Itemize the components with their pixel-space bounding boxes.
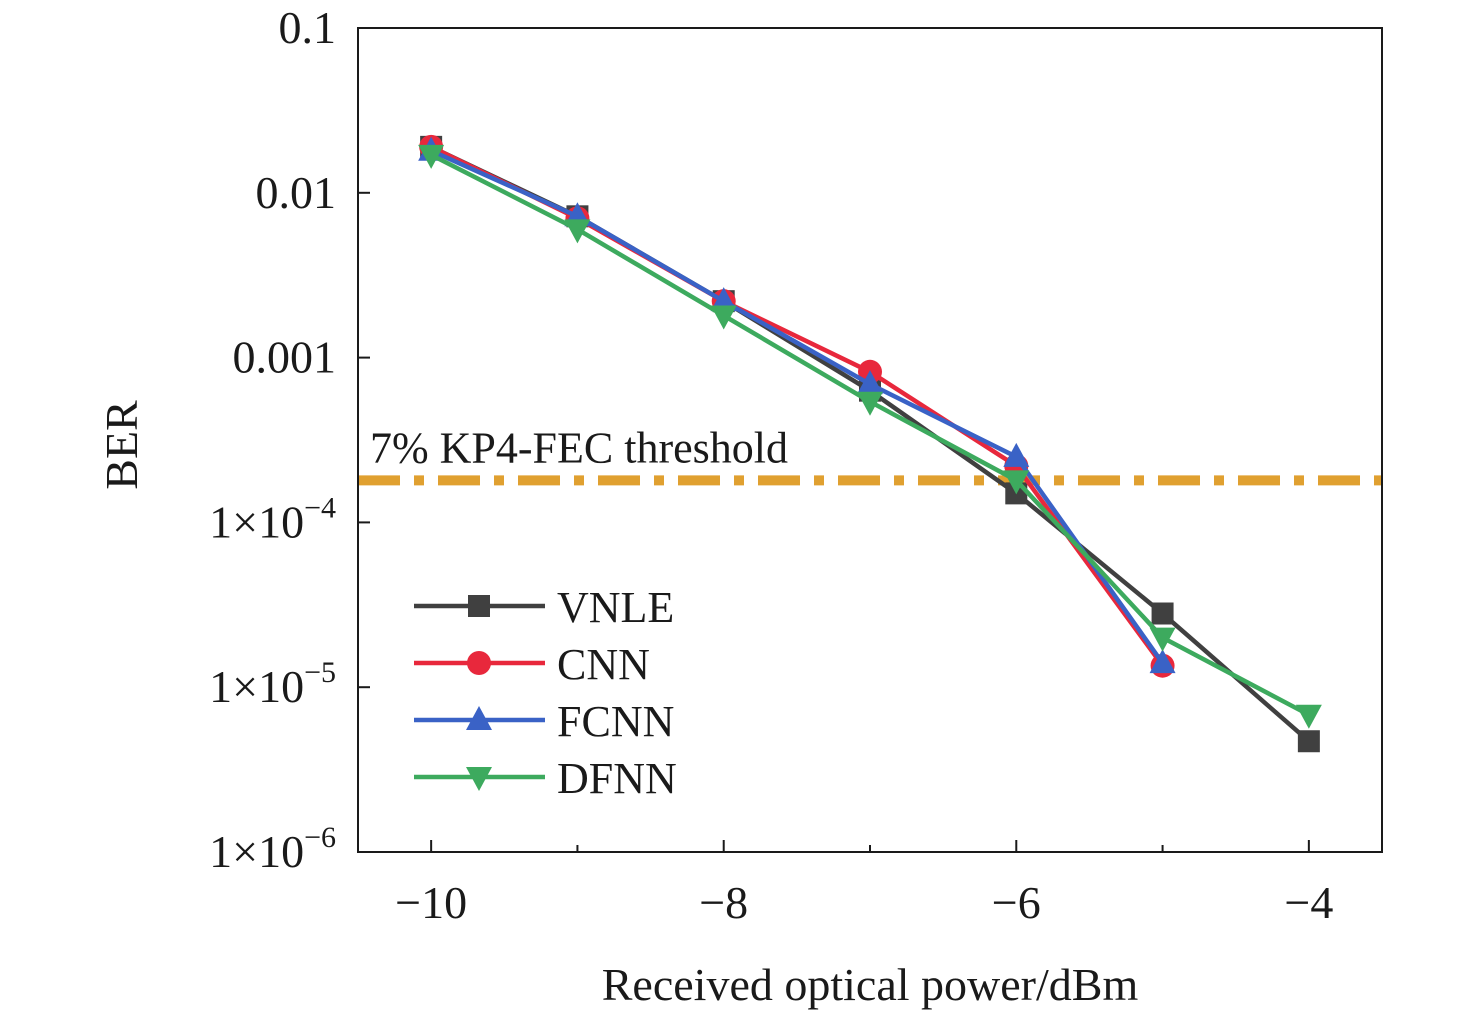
legend-item-dfnn: DFNN	[414, 754, 677, 803]
series-line-cnn	[430, 144, 1165, 668]
x-tick-label: −8	[699, 877, 748, 928]
legend-label-cnn: CNN	[557, 640, 650, 689]
legend-label-fcnn: FCNN	[557, 697, 674, 746]
data-point-dfnn	[564, 219, 591, 244]
data-point-fcnn	[710, 287, 737, 312]
data-point-dfnn	[1003, 470, 1030, 495]
legend-marker-fcnn	[466, 706, 492, 730]
y-tick-label: 1×10−4	[209, 491, 336, 547]
y-tick-label: 1×10−6	[209, 821, 336, 877]
legend-label-vnle: VNLE	[557, 583, 674, 632]
data-point-vnle	[1297, 730, 1320, 753]
data-point-fcnn	[1149, 649, 1176, 674]
threshold-label: 7% KP4-FEC threshold	[370, 423, 788, 472]
x-axis-title: Received optical power/dBm	[602, 959, 1139, 1010]
series-cnn	[419, 134, 1175, 678]
plot-area	[358, 134, 1382, 753]
data-point-fcnn	[857, 370, 883, 395]
legend-marker-dfnn	[466, 767, 492, 791]
legend: VNLE CNN FCNN DFNN	[414, 583, 677, 803]
legend-item-vnle: VNLE	[414, 583, 674, 632]
data-point-dfnn	[710, 305, 737, 330]
x-tick-label: −6	[992, 877, 1041, 928]
data-point-vnle	[1151, 602, 1174, 625]
series-fcnn	[418, 136, 1176, 674]
legend-item-cnn: CNN	[414, 640, 650, 689]
x-axis-ticks: −10 −8 −6 −4	[395, 840, 1333, 928]
legend-marker-cnn	[467, 651, 491, 675]
x-tick-label: −4	[1284, 877, 1333, 928]
y-axis-ticks: 0.1 0.01 0.001 1×10−4 1×10−5 1×10−6	[209, 2, 370, 877]
x-tick-label: −10	[395, 877, 467, 928]
series-dfnn	[418, 144, 1322, 729]
data-point-dfnn	[1295, 704, 1322, 729]
y-tick-label: 0.1	[279, 2, 337, 53]
y-tick-label: 1×10−5	[209, 656, 336, 712]
legend-label-dfnn: DFNN	[557, 754, 677, 803]
legend-item-fcnn: FCNN	[414, 697, 674, 746]
legend-marker-vnle	[468, 595, 490, 617]
data-point-fcnn	[1003, 442, 1030, 467]
data-point-dfnn	[857, 391, 883, 416]
series-line-fcnn	[430, 148, 1165, 665]
data-point-dfnn	[418, 144, 445, 169]
y-tick-label: 0.001	[233, 332, 337, 383]
y-axis-title: BER	[96, 400, 147, 490]
y-tick-label: 0.01	[256, 167, 337, 218]
data-point-dfnn	[1149, 627, 1176, 652]
